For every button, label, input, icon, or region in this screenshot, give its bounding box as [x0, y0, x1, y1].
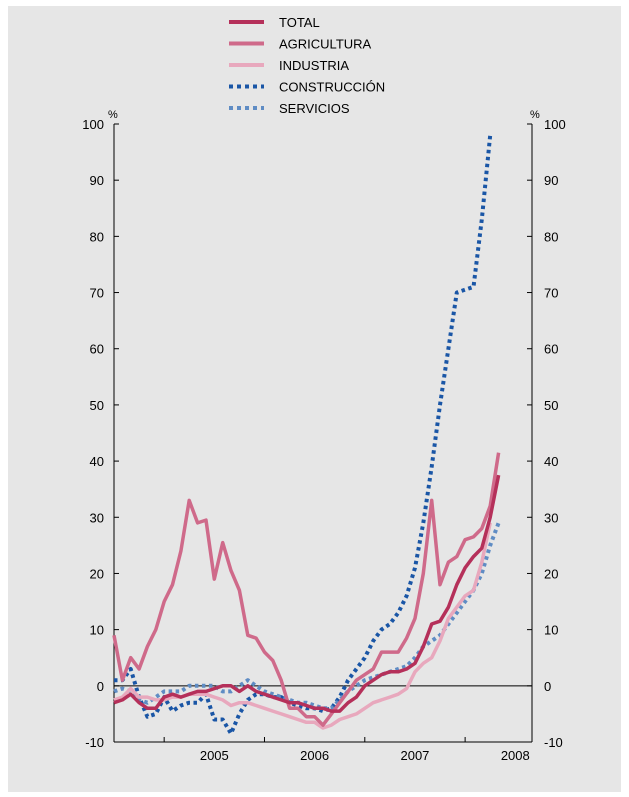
y-tick-label-right: 80	[544, 229, 558, 244]
legend-label-agricultura: AGRICULTURA	[279, 37, 372, 52]
y-unit-left: %	[108, 109, 118, 121]
series-line-construccion	[114, 135, 493, 736]
x-tick-label: 2006	[300, 748, 329, 763]
series-line-total	[113, 474, 501, 713]
legend-label-construccion: CONSTRUCCIÓN	[279, 80, 385, 95]
series-line-servicios	[113, 522, 501, 711]
y-tick-label-right: 30	[544, 510, 558, 525]
y-tick-label-right: 90	[544, 173, 558, 188]
axes: % %	[108, 109, 540, 743]
y-tick-label-right: 60	[544, 342, 558, 357]
legend: TOTAL AGRICULTURA INDUSTRIA CONSTRUCCIÓN SER…	[229, 15, 385, 116]
y-tick-label-right: -10	[544, 735, 563, 750]
series-line-agricultura	[112, 452, 501, 727]
y-tick-label-right: 20	[544, 566, 558, 581]
y-tick-label-right: 40	[544, 454, 558, 469]
series-line-industria	[113, 522, 492, 730]
y-tick-label-left: 10	[90, 623, 104, 638]
y-tick-label-right: 0	[544, 679, 551, 694]
y-tick-label-left: -10	[85, 735, 104, 750]
y-tick-label-left: 100	[82, 117, 104, 132]
y-tick-label-left: 80	[90, 229, 104, 244]
y-tick-label-right: 70	[544, 286, 558, 301]
y-tick-label-left: 50	[90, 398, 104, 413]
y-tick-label-left: 40	[90, 454, 104, 469]
x-tick-label: 2005	[200, 748, 229, 763]
y-tick-label-left: 60	[90, 342, 104, 357]
legend-label-servicios: SERVICIOS	[279, 101, 350, 116]
chart-panel	[8, 6, 621, 792]
x-tick-label: 2008	[501, 748, 530, 763]
y-tick-label-right: 10	[544, 623, 558, 638]
series-lines	[112, 135, 501, 736]
x-tick-label: 2007	[400, 748, 429, 763]
y-tick-label-left: 30	[90, 510, 104, 525]
ticks: -10 -10 0 0 10 10 20 20 30 30 40 40 50 50 60 60 70 70 80 80…	[82, 117, 565, 763]
y-tick-label-left: 20	[90, 566, 104, 581]
y-tick-label-left: 0	[97, 679, 104, 694]
y-tick-label-left: 70	[90, 286, 104, 301]
legend-label-industria: INDUSTRIA	[279, 58, 349, 73]
legend-label-total: TOTAL	[279, 15, 320, 30]
y-unit-right: %	[530, 109, 540, 121]
y-tick-label-left: 90	[90, 173, 104, 188]
y-tick-label-right: 50	[544, 398, 558, 413]
y-tick-label-right: 100	[544, 117, 566, 132]
